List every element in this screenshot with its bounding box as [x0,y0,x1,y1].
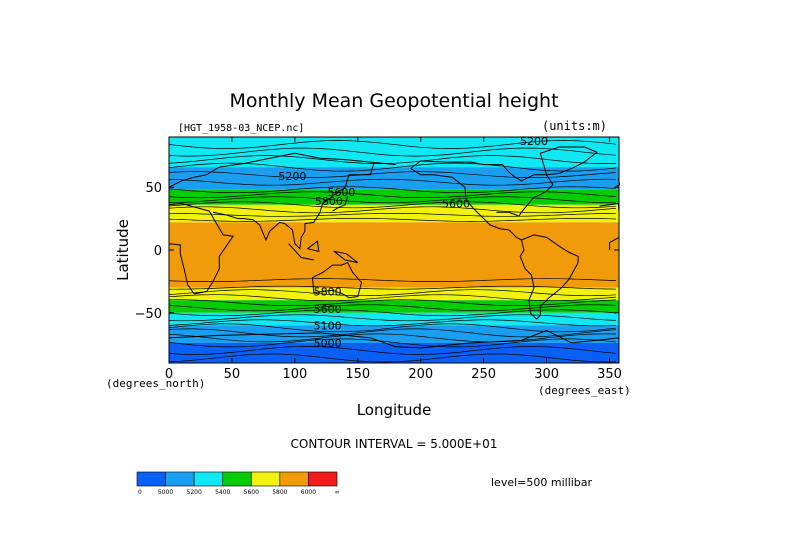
colorbar: 0 5000 5200 5400 5600 5800 6000 ∞ [136,471,340,496]
colorbar-tick-label: 0 [138,489,142,496]
contour-band-0 [169,137,619,168]
contour-label: 5600 [327,186,355,199]
colorbar-swatch [136,471,166,487]
coastline-segment [410,160,554,217]
contour-line [168,218,616,222]
contour-line [168,278,616,282]
contour-line [168,328,616,338]
contour-line [168,147,616,157]
colorbar-tick-label: 5600 [244,489,259,496]
coastline-segment [307,240,320,252]
contour-line [168,212,616,217]
colorbar-swatch [279,471,309,487]
contour-line [168,289,616,297]
coastline-segment [332,195,349,212]
x-units-label: (degrees_north) [106,377,205,390]
x-axis-label: Longitude [357,401,432,419]
contour-line [168,323,616,333]
contour-line [168,155,616,164]
colorbar-swatch [193,471,224,487]
contour-label: 5600 [314,303,342,316]
contour-line [168,304,616,312]
coastline-segment [519,234,579,320]
colorbar-swatch [308,471,338,487]
x-tick-label: 350 [597,367,622,382]
x-tick-label: 150 [345,367,370,382]
contour-label: 5800 [315,195,343,208]
x-tick-label: 200 [408,367,433,382]
file-label: [HGT_1958-03_NCEP.nc] [178,123,304,134]
contour-line [168,333,616,343]
coastlines [168,146,621,349]
contour-line [168,206,616,214]
coastline-segment [168,329,620,349]
colorbar-tick-label: 6000 [301,489,316,496]
contour-line [168,186,616,194]
contour-label: 5200 [278,170,306,183]
contour-line [168,309,616,317]
contour-label: 5000 [314,337,342,350]
contour-label: 5600 [442,198,470,211]
y-axis-label: Latitude [114,219,132,281]
colorbar-tick-label: 5800 [272,489,287,496]
contour-band-2 [169,189,619,205]
colorbar-tick-label: 5400 [215,489,230,496]
contour-band-7 [169,312,619,326]
level-text: level=500 millibar [491,476,593,489]
x-tick-label: 250 [471,367,496,382]
contour-line [168,178,616,186]
y-tick-label: −50 [135,307,162,322]
coastline-segment [168,202,235,295]
contour-band-4 [169,222,619,288]
coastline-segment [539,146,598,176]
contour-line [168,353,616,363]
units-label: (units:m) [542,119,607,133]
colorbar-swatch [250,471,281,487]
contour-label: 5200 [520,135,548,148]
contour-interval-text: CONTOUR INTERVAL = 5.000E+01 [291,437,498,451]
contour-label: 5800 [314,285,342,298]
contour-line [168,171,616,179]
x-tick-label: 0 [165,367,173,382]
filled-contour-bands [169,137,619,363]
contour-band-9 [169,342,619,363]
chart-title: Monthly Mean Geopotential height [229,90,558,112]
contour-line [168,201,616,209]
colorbar-swatch [165,471,195,487]
contour-line [168,294,616,302]
colorbar-tick-label: ∞ [335,489,340,496]
x-tick-label: 300 [534,367,559,382]
coastline-segment [333,250,359,264]
colorbar-tick-label: 5000 [158,489,173,496]
contour-label: 5100 [314,319,342,332]
x-axis-ticks: 0 50 100 150 200 250 300 350 [165,137,622,382]
contour-line [168,191,616,199]
y-units-label: (degrees_east) [538,384,631,397]
contour-line [168,196,616,204]
y-tick-label: 0 [154,244,162,259]
contour-line [168,314,616,322]
coastline-segment [288,243,314,261]
coastline-segment [410,167,522,241]
contour-line [168,338,616,348]
y-tick-label: 50 [145,181,162,196]
x-tick-label: 50 [224,367,241,382]
colorbar-swatch [222,471,252,487]
contour-line [168,140,616,149]
contour-line [169,285,616,290]
coastline-segment [168,152,396,188]
contour-band-6 [169,300,619,313]
contour-line [168,346,616,355]
contour-line [168,319,616,327]
contour-lines [168,140,616,363]
x-tick-label: 100 [282,367,307,382]
coastline-segment [312,261,363,299]
colorbar-tick-label: 5200 [187,489,202,496]
y-axis-ticks: 50 0 −50 [135,181,619,322]
contour-band-1 [169,167,619,190]
coastline-segment [213,161,375,250]
